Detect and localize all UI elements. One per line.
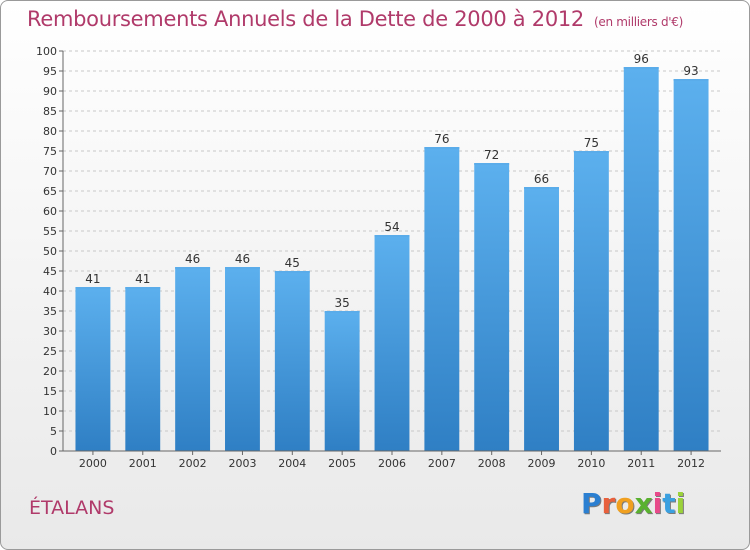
bar-2000	[75, 287, 111, 451]
y-tick-label: 100	[36, 45, 57, 58]
bar-2005	[324, 311, 360, 451]
y-tick-label: 65	[43, 185, 57, 198]
logo-letter: P	[581, 487, 602, 520]
y-tick-label: 75	[43, 145, 57, 158]
logo-letter: i	[675, 487, 686, 520]
data-label-2003: 46	[235, 252, 250, 266]
x-tick-label-2007: 2007	[428, 457, 456, 470]
data-label-2005: 35	[335, 296, 350, 310]
y-tick-label: 85	[43, 105, 57, 118]
bar-top-highlight	[673, 79, 709, 81]
bar-2011	[623, 67, 659, 451]
bar-2004	[274, 271, 310, 451]
y-tick-label: 35	[43, 305, 57, 318]
y-tick-label: 40	[43, 285, 57, 298]
data-label-2001: 41	[135, 272, 150, 286]
bar-top-highlight	[623, 67, 659, 69]
logo-letter: o	[615, 487, 635, 520]
bar-2010	[573, 151, 609, 451]
data-label-2007: 76	[434, 132, 449, 146]
x-tick-label-2011: 2011	[627, 457, 655, 470]
y-tick-label: 60	[43, 205, 57, 218]
commune-name: ÉTALANS	[29, 497, 115, 519]
y-tick-label: 80	[43, 125, 57, 138]
data-label-2010: 75	[584, 136, 599, 150]
y-tick-label: 50	[43, 245, 57, 258]
chart-title: Remboursements Annuels de la Dette de 20…	[27, 7, 683, 31]
y-tick-label: 25	[43, 345, 57, 358]
y-tick-label: 95	[43, 65, 57, 78]
y-tick-label: 10	[43, 405, 57, 418]
bar-top-highlight	[573, 151, 609, 153]
x-tick-label-2010: 2010	[577, 457, 605, 470]
x-tick-label-2003: 2003	[228, 457, 256, 470]
x-tick-label-2009: 2009	[528, 457, 556, 470]
y-tick-label: 70	[43, 165, 57, 178]
y-tick-label: 90	[43, 85, 57, 98]
x-tick-label-2008: 2008	[478, 457, 506, 470]
data-label-2004: 45	[285, 256, 300, 270]
logo-letter: t	[662, 487, 676, 520]
x-tick-label-2005: 2005	[328, 457, 356, 470]
data-label-2002: 46	[185, 252, 200, 266]
x-tick-label-2002: 2002	[179, 457, 207, 470]
data-label-2006: 54	[384, 220, 399, 234]
bar-2006	[374, 235, 410, 451]
bar-2003	[225, 267, 260, 451]
x-tick-label-2012: 2012	[677, 457, 705, 470]
x-tick-label-2001: 2001	[129, 457, 157, 470]
bar-2002	[175, 267, 211, 451]
bar-top-highlight	[175, 267, 211, 269]
bar-top-highlight	[75, 287, 111, 289]
y-tick-label: 5	[50, 425, 57, 438]
bar-top-highlight	[274, 271, 310, 273]
bar-top-highlight	[225, 267, 260, 269]
data-label-2011: 96	[634, 52, 649, 66]
bar-2007	[424, 147, 460, 451]
x-tick-label-2004: 2004	[278, 457, 306, 470]
y-tick-label: 15	[43, 385, 57, 398]
y-tick-label: 20	[43, 365, 57, 378]
data-label-2008: 72	[484, 148, 499, 162]
logo-letter: r	[601, 487, 616, 520]
bar-top-highlight	[474, 163, 510, 165]
unit-label: (en milliers d'€)	[594, 15, 684, 29]
bar-top-highlight	[125, 287, 161, 289]
y-tick-label: 0	[50, 445, 57, 458]
x-tick-label-2000: 2000	[79, 457, 107, 470]
data-label-2012: 93	[683, 64, 698, 78]
bar-top-highlight	[524, 187, 559, 189]
bar-2008	[474, 163, 510, 451]
proxiti-logo: Proxiti	[581, 487, 685, 520]
y-tick-label: 55	[43, 225, 57, 238]
bar-2009	[524, 187, 559, 451]
bar-top-highlight	[424, 147, 460, 149]
x-tick-label-2006: 2006	[378, 457, 406, 470]
logo-letter: i	[652, 487, 663, 520]
logo-letter: x	[634, 487, 653, 520]
y-tick-label: 30	[43, 325, 57, 338]
data-label-2009: 66	[534, 172, 549, 186]
bar-top-highlight	[374, 235, 410, 237]
bar-top-highlight	[324, 311, 360, 313]
bar-2001	[125, 287, 161, 451]
title-text: Remboursements Annuels de la Dette de 20…	[27, 7, 584, 31]
data-label-2000: 41	[85, 272, 100, 286]
bar-2012	[673, 79, 709, 451]
y-tick-label: 45	[43, 265, 57, 278]
